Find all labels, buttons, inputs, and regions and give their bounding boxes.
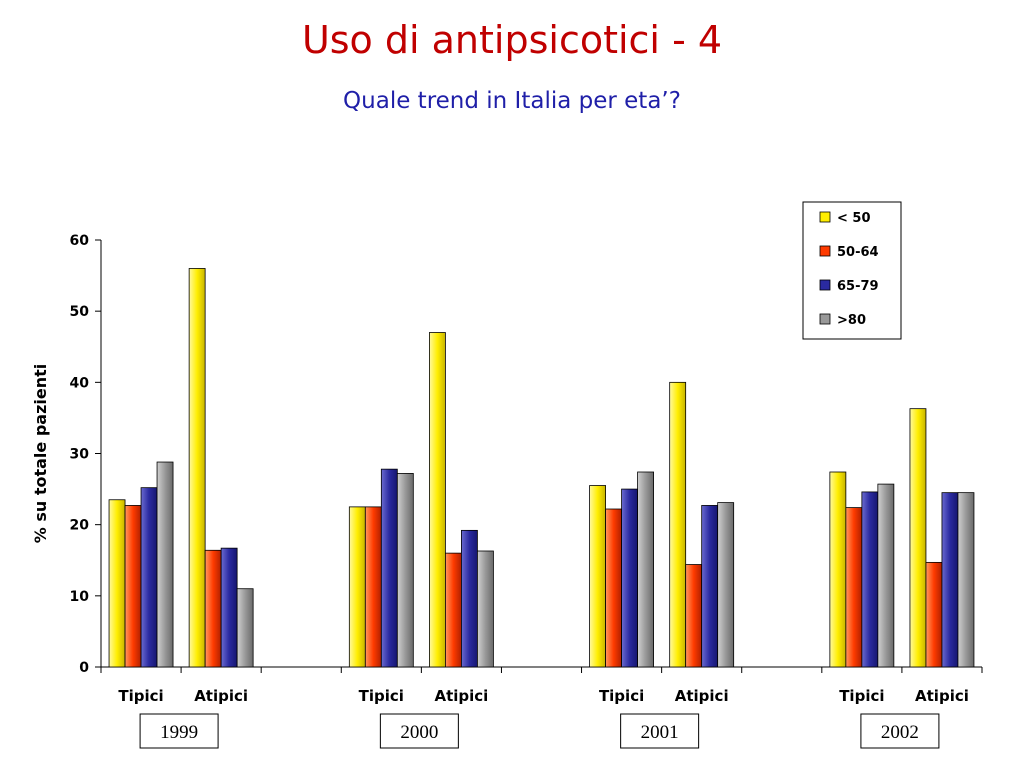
year-box [620, 713, 700, 749]
bar [348, 506, 366, 668]
x-category-label: Atipici [434, 687, 488, 705]
y-tick-label: 50 [70, 304, 90, 320]
legend-label: 50-64 [837, 245, 879, 260]
bar [204, 549, 222, 668]
legend-box [802, 201, 902, 340]
legend-swatch [819, 245, 831, 257]
bar [108, 499, 126, 668]
year-label: 2000 [400, 722, 438, 743]
y-tick-label: 10 [70, 589, 90, 605]
year-label: 2002 [881, 722, 919, 743]
bar [477, 550, 494, 668]
bar [140, 487, 158, 668]
bar [925, 561, 943, 668]
bar [829, 471, 847, 668]
y-tick-label: 30 [70, 447, 90, 463]
bar [156, 461, 174, 668]
bar [429, 332, 446, 668]
bar [220, 547, 238, 668]
legend-swatch [819, 313, 831, 325]
bar [124, 505, 142, 668]
bar [845, 507, 863, 668]
bar [461, 529, 478, 668]
year-box [379, 713, 459, 749]
bar [380, 468, 398, 668]
bar [589, 485, 606, 668]
slide-title: Uso di antipsicotici - 4 [301, 18, 723, 62]
bar [364, 506, 382, 668]
bar [445, 552, 462, 668]
y-tick-label: 20 [70, 518, 90, 534]
bar [669, 381, 687, 668]
year-box [860, 713, 940, 749]
slide-subtitle: Quale trend in Italia per eta’? [343, 88, 681, 114]
bar [877, 483, 895, 668]
legend-label: 65-79 [837, 279, 879, 294]
y-tick-label: 0 [79, 660, 89, 676]
x-category-label: Tipici [118, 687, 163, 705]
year-box [139, 713, 219, 749]
x-category-label: Tipici [839, 687, 884, 705]
bar [236, 588, 254, 668]
bar [637, 471, 654, 668]
bar [621, 488, 638, 668]
legend-label: >80 [837, 313, 866, 328]
bar [396, 473, 414, 668]
bar [685, 564, 703, 668]
bar [957, 492, 975, 668]
x-category-label: Tipici [599, 687, 644, 705]
y-axis-title: % su totale pazienti [31, 364, 50, 544]
year-label: 2001 [641, 722, 679, 743]
x-category-label: Atipici [194, 687, 248, 705]
bar [941, 492, 959, 668]
x-category-label: Atipici [675, 687, 729, 705]
bar [605, 508, 622, 668]
x-category-label: Atipici [915, 687, 969, 705]
year-label: 1999 [160, 722, 198, 743]
legend-swatch [819, 211, 831, 223]
y-tick-label: 40 [70, 375, 90, 391]
bar [861, 491, 879, 668]
bar [701, 505, 719, 668]
bar [188, 268, 206, 668]
legend-label: < 50 [837, 211, 871, 226]
y-tick-label: 60 [70, 233, 90, 249]
bar [909, 408, 927, 668]
bar [717, 502, 735, 668]
legend-swatch [819, 279, 831, 291]
x-category-label: Tipici [359, 687, 404, 705]
